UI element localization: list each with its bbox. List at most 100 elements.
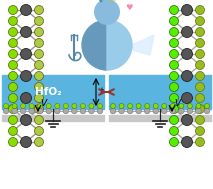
Circle shape (35, 115, 43, 125)
Circle shape (63, 104, 68, 108)
Circle shape (9, 126, 17, 136)
Bar (109, 75, 211, 109)
Circle shape (162, 104, 167, 108)
Circle shape (181, 5, 193, 15)
Circle shape (9, 94, 17, 102)
Circle shape (196, 28, 204, 36)
Circle shape (9, 71, 17, 81)
Circle shape (98, 104, 102, 108)
Circle shape (170, 71, 178, 81)
Circle shape (3, 108, 9, 114)
Bar (109, 115, 211, 121)
Circle shape (170, 5, 178, 15)
Circle shape (46, 104, 51, 108)
Circle shape (196, 16, 204, 26)
Circle shape (170, 115, 178, 125)
Circle shape (170, 83, 178, 91)
Circle shape (196, 5, 204, 15)
Circle shape (153, 108, 158, 114)
Circle shape (119, 104, 124, 108)
Circle shape (35, 60, 43, 70)
Circle shape (128, 104, 132, 108)
Circle shape (35, 105, 43, 114)
Circle shape (12, 104, 17, 108)
Circle shape (136, 108, 141, 114)
Circle shape (35, 83, 43, 91)
Circle shape (97, 108, 103, 114)
Circle shape (89, 108, 94, 114)
Circle shape (145, 104, 150, 108)
Circle shape (55, 108, 60, 114)
Text: t: t (99, 88, 102, 97)
Circle shape (170, 94, 178, 102)
Circle shape (196, 105, 204, 114)
Circle shape (35, 5, 43, 15)
Circle shape (37, 108, 43, 114)
Circle shape (35, 138, 43, 146)
Circle shape (136, 104, 141, 108)
Circle shape (35, 16, 43, 26)
Circle shape (119, 108, 124, 114)
Circle shape (46, 108, 52, 114)
Circle shape (181, 92, 193, 104)
Circle shape (187, 108, 193, 114)
Circle shape (9, 105, 17, 114)
Circle shape (196, 60, 204, 70)
Circle shape (20, 5, 32, 15)
Circle shape (196, 126, 204, 136)
Circle shape (29, 108, 35, 114)
Circle shape (38, 104, 43, 108)
Circle shape (94, 0, 120, 25)
Circle shape (55, 104, 60, 108)
Wedge shape (82, 20, 107, 70)
Circle shape (196, 83, 204, 91)
Circle shape (181, 49, 193, 60)
Circle shape (170, 60, 178, 70)
Circle shape (20, 108, 26, 114)
Circle shape (89, 104, 94, 108)
Circle shape (170, 16, 178, 26)
Circle shape (9, 138, 17, 146)
Circle shape (153, 104, 158, 108)
Text: HfO₂: HfO₂ (35, 87, 61, 97)
Circle shape (9, 16, 17, 26)
Text: V: V (174, 98, 180, 108)
Circle shape (20, 136, 32, 147)
Circle shape (127, 108, 133, 114)
Polygon shape (132, 35, 154, 55)
Text: V: V (40, 98, 46, 108)
Circle shape (187, 104, 192, 108)
Circle shape (3, 104, 9, 108)
Circle shape (170, 108, 176, 114)
Circle shape (35, 28, 43, 36)
Circle shape (12, 108, 17, 114)
Circle shape (170, 126, 178, 136)
Wedge shape (107, 20, 132, 70)
Circle shape (20, 49, 32, 60)
Circle shape (20, 115, 32, 125)
Circle shape (9, 28, 17, 36)
Circle shape (110, 108, 116, 114)
Circle shape (20, 26, 32, 37)
Circle shape (35, 126, 43, 136)
Circle shape (9, 5, 17, 15)
Circle shape (20, 92, 32, 104)
Circle shape (170, 105, 178, 114)
Circle shape (35, 71, 43, 81)
Circle shape (170, 104, 175, 108)
Circle shape (170, 39, 178, 47)
Circle shape (196, 115, 204, 125)
Circle shape (196, 108, 201, 114)
Circle shape (170, 28, 178, 36)
Circle shape (170, 138, 178, 146)
Bar (2, 115, 104, 121)
Circle shape (181, 26, 193, 37)
Circle shape (196, 50, 204, 59)
Circle shape (9, 83, 17, 91)
Circle shape (161, 108, 167, 114)
Circle shape (170, 50, 178, 59)
Circle shape (196, 104, 201, 108)
Bar (2, 75, 104, 109)
Circle shape (63, 108, 69, 114)
Circle shape (179, 104, 184, 108)
